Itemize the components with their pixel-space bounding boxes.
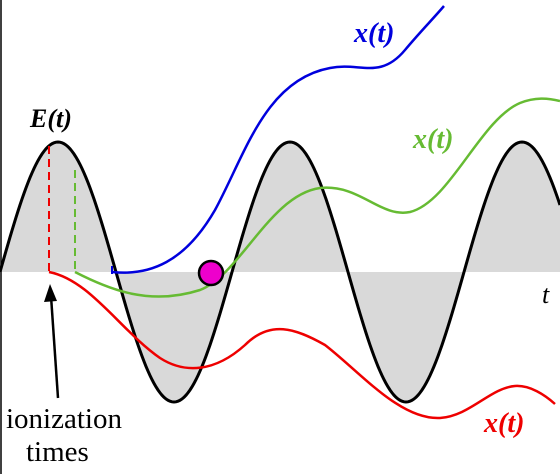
- trajectory-red: [48, 270, 556, 420]
- ionization-label-line1: ionization: [6, 403, 122, 435]
- field-shaded-area: [0, 142, 560, 402]
- time-axis-label: t: [542, 280, 550, 309]
- ionization-arrowhead: [44, 284, 57, 302]
- trajectory-blue-label: x(t): [353, 18, 394, 49]
- electron-marker: [197, 259, 225, 287]
- trajectory-red-label: x(t): [483, 408, 524, 439]
- field-label: E(t): [29, 104, 72, 133]
- field-curve: [0, 140, 560, 404]
- trajectory-green-label: x(t): [412, 124, 453, 155]
- ionization-arrow: [49, 295, 60, 399]
- ionization-label-line2: times: [26, 436, 89, 468]
- trajectory-blue: [111, 5, 445, 274]
- trajectory-green: [74, 97, 560, 298]
